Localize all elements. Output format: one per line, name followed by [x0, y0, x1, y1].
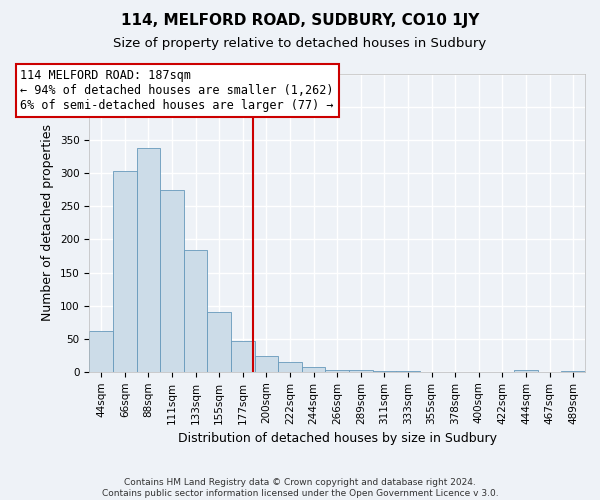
Text: Size of property relative to detached houses in Sudbury: Size of property relative to detached ho… — [113, 38, 487, 51]
Bar — [231, 342, 254, 372]
Bar — [160, 190, 184, 372]
Bar — [278, 362, 302, 372]
Bar — [254, 356, 278, 372]
Bar — [325, 370, 349, 372]
Bar — [562, 371, 585, 372]
Bar — [514, 370, 538, 372]
Text: 114, MELFORD ROAD, SUDBURY, CO10 1JY: 114, MELFORD ROAD, SUDBURY, CO10 1JY — [121, 12, 479, 28]
Bar — [349, 370, 373, 372]
Bar — [137, 148, 160, 372]
X-axis label: Distribution of detached houses by size in Sudbury: Distribution of detached houses by size … — [178, 432, 497, 445]
Y-axis label: Number of detached properties: Number of detached properties — [41, 124, 55, 322]
Bar — [184, 250, 208, 372]
Bar — [208, 312, 231, 372]
Bar — [302, 367, 325, 372]
Bar — [113, 172, 137, 372]
Bar — [89, 331, 113, 372]
Text: 114 MELFORD ROAD: 187sqm
← 94% of detached houses are smaller (1,262)
6% of semi: 114 MELFORD ROAD: 187sqm ← 94% of detach… — [20, 69, 334, 112]
Bar — [396, 371, 420, 372]
Bar — [373, 371, 396, 372]
Text: Contains HM Land Registry data © Crown copyright and database right 2024.
Contai: Contains HM Land Registry data © Crown c… — [101, 478, 499, 498]
